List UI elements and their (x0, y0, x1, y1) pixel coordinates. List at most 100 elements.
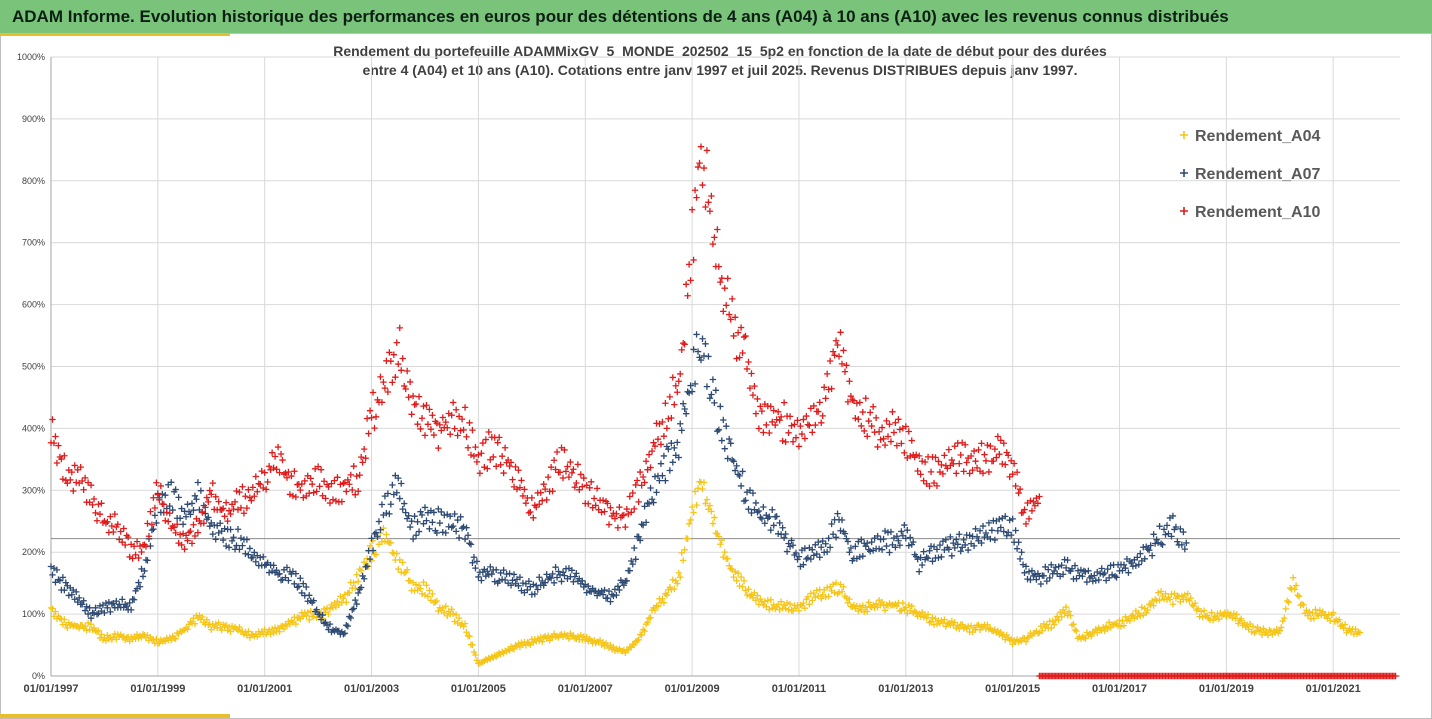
marker-rendement_a10 (840, 347, 847, 354)
marker-rendement_a04 (1070, 620, 1077, 628)
marker-rendement_a07 (769, 506, 776, 513)
marker-rendement_a10 (991, 445, 999, 453)
marker-rendement_a07 (641, 503, 648, 510)
marker-rendement_a10 (570, 466, 577, 473)
marker-rendement_a07 (73, 588, 80, 596)
marker-rendement_a07 (310, 597, 317, 604)
marker-rendement_a07 (979, 522, 987, 530)
marker-rendement_a07 (795, 553, 803, 560)
marker-rendement_a07 (668, 439, 675, 447)
marker-rendement_a10 (476, 470, 484, 477)
marker-rendement_a07 (595, 588, 602, 595)
marker-rendement_a10 (249, 484, 257, 491)
marker-rendement_a07 (426, 525, 433, 533)
marker-rendement_a04 (414, 586, 421, 594)
marker-rendement_a10 (721, 284, 728, 292)
marker-rendement_a04 (800, 599, 807, 607)
marker-rendement_a10 (866, 409, 874, 416)
marker-rendement_a04 (418, 590, 426, 597)
marker-rendement_a07 (749, 489, 757, 497)
marker-rendement_a04 (872, 600, 880, 607)
marker-rendement_a10 (973, 464, 981, 472)
marker-rendement_a07 (881, 527, 889, 535)
marker-rendement_a07 (1091, 572, 1098, 579)
marker-rendement_a10 (372, 413, 380, 420)
marker-rendement_a04 (1276, 627, 1283, 635)
marker-rendement_a07 (412, 532, 420, 539)
marker-rendement_a10 (1021, 506, 1028, 513)
marker-rendement_a07 (219, 536, 227, 544)
marker-rendement_a10 (766, 429, 773, 437)
x-tick-label: 01/01/2015 (985, 683, 1040, 695)
marker-rendement_a10 (389, 379, 396, 386)
marker-rendement_a10 (697, 143, 705, 150)
marker-rendement_a10 (122, 541, 129, 549)
marker-rendement_a04 (199, 613, 206, 621)
marker-rendement_a07 (1135, 561, 1143, 568)
marker-rendement_a07 (473, 558, 481, 565)
marker-rendement_a07 (936, 541, 944, 549)
marker-rendement_a07 (436, 519, 444, 527)
marker-rendement_a10 (274, 443, 282, 451)
marker-rendement_a04 (840, 583, 847, 591)
marker-rendement_a07 (561, 572, 568, 579)
marker-rendement_a07 (222, 542, 230, 550)
marker-rendement_a07 (441, 511, 448, 519)
marker-rendement_a10 (254, 488, 261, 495)
marker-rendement_a10 (347, 471, 354, 479)
marker-rendement_a10 (533, 503, 540, 511)
marker-rendement_a07 (491, 578, 498, 585)
marker-rendement_a10 (777, 413, 785, 421)
marker-rendement_a07 (230, 534, 237, 541)
marker-rendement_a10 (788, 422, 795, 429)
marker-rendement_a10 (772, 421, 779, 429)
marker-rendement_a10 (614, 524, 622, 531)
marker-rendement_a10 (599, 497, 607, 504)
marker-rendement_a07 (823, 548, 831, 556)
marker-rendement_a10 (987, 442, 994, 450)
marker-rendement_a07 (724, 455, 731, 462)
marker-rendement_a07 (429, 519, 436, 526)
marker-rendement_a04 (1238, 615, 1245, 622)
marker-rendement_a07 (844, 538, 852, 545)
marker-rendement_a07 (1031, 571, 1039, 578)
marker-rendement_a07 (1178, 541, 1186, 549)
marker-rendement_a10 (834, 341, 841, 349)
marker-rendement_a07 (193, 496, 200, 503)
marker-rendement_a10 (1012, 482, 1019, 490)
marker-rendement_a10 (291, 468, 298, 475)
marker-rendement_a07 (1160, 526, 1168, 533)
marker-rendement_a10 (55, 442, 62, 449)
marker-rendement_a10 (172, 529, 179, 537)
marker-rendement_a07 (466, 540, 473, 547)
marker-rendement_a07 (736, 472, 743, 480)
marker-rendement_a07 (162, 492, 169, 499)
marker-rendement_a07 (693, 331, 700, 338)
marker-rendement_a10 (574, 461, 582, 468)
legend-label: Rendement_A07 (1195, 166, 1320, 183)
marker-rendement_a10 (352, 491, 359, 498)
marker-rendement_a04 (742, 587, 749, 594)
marker-rendement_a07 (815, 538, 822, 546)
marker-rendement_a07 (972, 525, 979, 533)
marker-rendement_a10 (896, 426, 904, 433)
marker-rendement_a07 (1169, 512, 1177, 520)
marker-rendement_a07 (558, 578, 565, 585)
marker-rendement_a10 (598, 509, 605, 516)
marker-rendement_a07 (748, 509, 755, 517)
marker-rendement_a07 (804, 554, 812, 562)
marker-rendement_a04 (172, 635, 179, 642)
marker-rendement_a10 (677, 370, 684, 378)
marker-rendement_a07 (1159, 541, 1166, 548)
marker-rendement_a04 (1215, 616, 1223, 623)
marker-rendement_a07 (583, 589, 590, 596)
marker-rendement_a07 (1095, 576, 1102, 584)
marker-rendement_a07 (635, 533, 642, 540)
marker-rendement_a10 (147, 508, 154, 515)
marker-rendement_a10 (473, 458, 481, 466)
marker-rendement_a04 (855, 607, 862, 615)
marker-rendement_a10 (739, 349, 746, 357)
marker-rendement_a10 (417, 425, 424, 433)
marker-rendement_a07 (190, 506, 197, 514)
accent-bar-top (0, 33, 230, 36)
